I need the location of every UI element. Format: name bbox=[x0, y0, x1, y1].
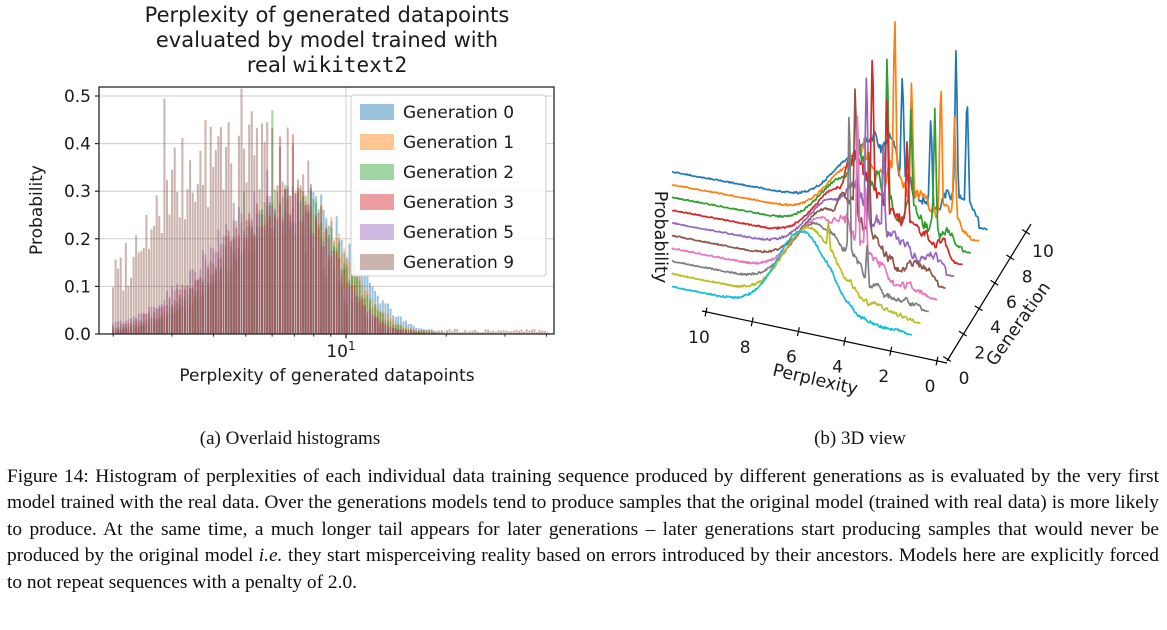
perplexity-tick-label: 10 bbox=[688, 328, 710, 348]
title-line-2: evaluated by model trained with bbox=[156, 28, 498, 52]
y-axis-title: Probability bbox=[27, 165, 47, 255]
perplexity-axis-title: Perplexity bbox=[771, 361, 860, 400]
legend-box bbox=[350, 94, 547, 277]
generation-tick-label: 10 bbox=[1032, 242, 1054, 262]
legend: Generation 0 Generation 1 Generation 2 Gene… bbox=[350, 94, 547, 277]
title-line-3: real wikitext2 bbox=[247, 53, 407, 77]
line-generation-0 bbox=[671, 229, 913, 336]
perplexity-tick-label: 6 bbox=[786, 348, 797, 368]
legend-swatch bbox=[360, 104, 394, 120]
bars-generation-1 bbox=[112, 190, 443, 334]
bars-generation-9 bbox=[112, 88, 549, 334]
probability-axis-title: Probability bbox=[650, 191, 670, 284]
perplexity-tick bbox=[750, 317, 754, 327]
generation-tick bbox=[942, 356, 952, 362]
legend-item: Generation 2 bbox=[360, 163, 514, 183]
perplexity-tick-label: 2 bbox=[878, 367, 889, 387]
y-tick-label: 0.2 bbox=[64, 230, 91, 250]
generation-lines bbox=[671, 21, 988, 336]
generation-tick bbox=[990, 279, 999, 286]
legend-item: Generation 0 bbox=[360, 103, 514, 123]
y-tick-label: 0.0 bbox=[64, 325, 91, 345]
generation-tick-label: 0 bbox=[959, 369, 970, 389]
y-tick-label: 0.4 bbox=[64, 135, 91, 155]
line-generation-7 bbox=[671, 58, 972, 254]
caption-italic-segment: i.e. bbox=[258, 545, 283, 567]
y-tick-label: 0.5 bbox=[64, 87, 91, 107]
plot-border bbox=[98, 86, 555, 335]
perplexity-tick bbox=[935, 356, 939, 366]
generation-tick bbox=[958, 330, 967, 337]
chart-title: Perplexity of generated datapointsevalua… bbox=[145, 3, 510, 77]
generation-tick-label: 4 bbox=[990, 318, 1001, 338]
x-axis-title: Perplexity of generated datapoints bbox=[179, 366, 474, 386]
y-axis: 0.0 0.1 0.2 0.3 0.4 0.5 Probability bbox=[27, 87, 99, 345]
generation-tick bbox=[974, 305, 983, 312]
bars-generation-3 bbox=[112, 134, 428, 334]
legend-item: Generation 5 bbox=[360, 223, 514, 243]
line-generation-6 bbox=[671, 59, 963, 266]
perplexity-axis-line bbox=[701, 310, 948, 364]
y-tick-label: 0.1 bbox=[64, 277, 91, 297]
figure-charts-canvas: Perplexity of generated datapointsevalua… bbox=[27, 3, 1055, 400]
line-generation-8 bbox=[671, 21, 980, 242]
legend-label: Generation 2 bbox=[403, 163, 514, 183]
histogram-bars bbox=[112, 88, 549, 334]
legend-label: Generation 5 bbox=[403, 223, 514, 243]
line-generation-4 bbox=[671, 88, 946, 290]
caption-text-segment: they start misperceiving reality based o… bbox=[7, 545, 1159, 593]
legend-item: Generation 3 bbox=[360, 193, 514, 213]
generation-tick-label: 6 bbox=[1006, 293, 1017, 313]
perplexity-tick bbox=[704, 307, 708, 317]
subcaption-a: (a) Overlaid histograms bbox=[199, 428, 381, 449]
generation-tick-label: 2 bbox=[974, 344, 985, 364]
perplexity-tick bbox=[796, 327, 800, 337]
generation-tick bbox=[1021, 229, 1031, 235]
generation-tick bbox=[1006, 254, 1015, 261]
legend-swatch bbox=[360, 164, 394, 180]
generation-tick-label: 8 bbox=[1022, 267, 1033, 287]
title-line-1: Perplexity of generated datapoints bbox=[145, 3, 510, 27]
perplexity-tick-label: 4 bbox=[832, 357, 843, 377]
legend-label: Generation 0 bbox=[403, 103, 514, 123]
line-generation-5 bbox=[671, 77, 955, 278]
figure-caption: Figure 14: Histogram of perplexities of … bbox=[7, 464, 1159, 596]
bars-generation-0 bbox=[112, 187, 454, 334]
subcaption-b: (b) 3D view bbox=[814, 428, 906, 449]
bars-generation-5 bbox=[112, 169, 423, 334]
legend-item: Generation 9 bbox=[360, 253, 514, 273]
histogram-panel: Perplexity of generated datapointsevalua… bbox=[27, 3, 555, 386]
x-major-tick-label: 101 bbox=[326, 339, 355, 362]
perplexity-tick-label: 0 bbox=[925, 377, 936, 397]
bars-generation-2 bbox=[112, 110, 438, 334]
legend-swatch bbox=[360, 194, 394, 210]
legend-swatch bbox=[360, 224, 394, 240]
perplexity-tick bbox=[843, 336, 847, 346]
perplexity-tick-label: 8 bbox=[740, 338, 751, 358]
generation-axis-line bbox=[946, 223, 1032, 362]
x-axis: 101 Perplexity of generated datapoints bbox=[112, 334, 547, 386]
perplexity-axis: 10 8 6 4 2 0 Perplexity bbox=[688, 307, 948, 400]
legend-swatch bbox=[360, 254, 394, 270]
gridlines bbox=[99, 87, 554, 334]
legend-label: Generation 9 bbox=[403, 253, 514, 273]
y-tick-label: 0.3 bbox=[64, 182, 91, 202]
legend-label: Generation 1 bbox=[403, 133, 514, 153]
legend-swatch bbox=[360, 134, 394, 150]
caption-text-segment: Figure 14: Histogram of perplexities of … bbox=[7, 466, 1159, 567]
legend-label: Generation 3 bbox=[403, 193, 514, 213]
perplexity-tick bbox=[889, 346, 893, 356]
legend-item: Generation 1 bbox=[360, 133, 514, 153]
